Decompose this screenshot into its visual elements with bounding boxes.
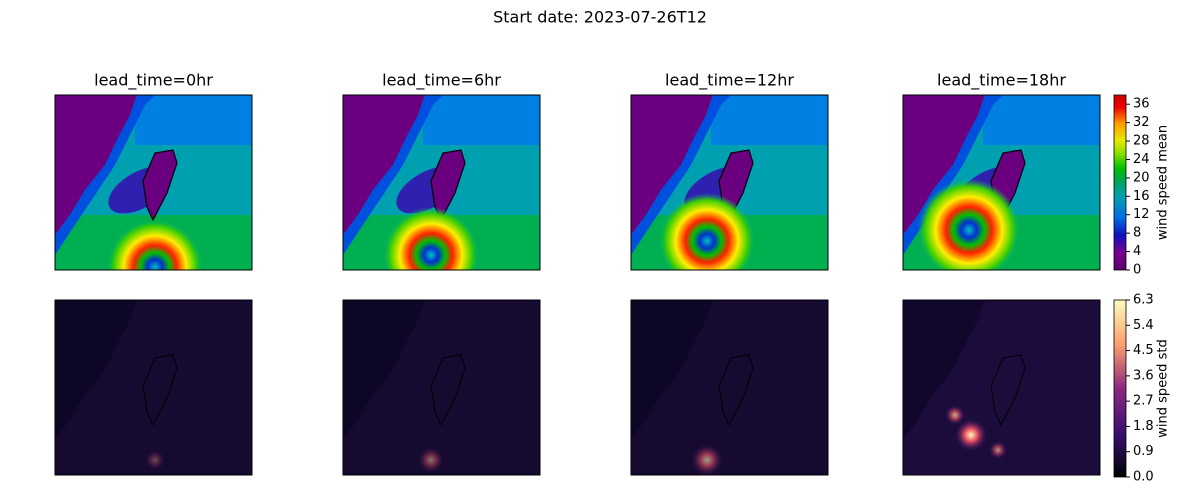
colorbar-tick-label: 1.8 (1133, 419, 1154, 434)
colorbar-tick-label: 5.4 (1133, 318, 1154, 333)
std-land (55, 300, 137, 440)
panel-frame (342, 299, 541, 476)
panel-frame (54, 299, 253, 476)
std-blob (955, 419, 987, 451)
sea-north (423, 95, 540, 145)
land (903, 95, 985, 235)
panel-title: lead_time=18hr (937, 71, 1066, 91)
colorbar-tick-label: 4 (1133, 244, 1141, 259)
taiwan (142, 149, 178, 222)
taiwan-outline (142, 354, 178, 427)
colorbar-tick-label: 4.5 (1133, 343, 1154, 358)
std-blob (989, 441, 1007, 459)
map-panel (903, 95, 1100, 270)
typhoon (917, 178, 1021, 270)
panel-frame (902, 94, 1101, 271)
std-blob (418, 447, 444, 473)
coast-band (631, 95, 731, 255)
map-panel (343, 95, 540, 270)
map-panel (55, 95, 252, 270)
land (343, 95, 425, 235)
colorbar (1113, 94, 1127, 271)
coast-band (55, 95, 155, 255)
colorbar-tick-label: 2.7 (1133, 394, 1154, 409)
panel-title: lead_time=0hr (94, 71, 213, 91)
panel-frame (630, 299, 829, 476)
sea-north (135, 95, 252, 145)
sea-north (983, 95, 1100, 145)
colorbar-tick-label: 0.0 (1133, 470, 1154, 485)
colorbar-tick-label: 28 (1133, 134, 1150, 149)
panel-frame (902, 299, 1101, 476)
figure-title: Start date: 2023-07-26T12 (493, 8, 707, 27)
colorbar-tick-label: 0.9 (1133, 444, 1154, 459)
sea-north (711, 95, 828, 145)
colorbar (1113, 299, 1127, 478)
colorbar-label: wind speed mean (1156, 125, 1171, 240)
map-panel (55, 300, 252, 475)
colorbar-tick-label: 36 (1133, 97, 1150, 112)
coast-band (343, 95, 443, 255)
std-land (631, 300, 713, 440)
taiwan-outline (430, 354, 466, 427)
taiwan-outline (718, 354, 754, 427)
colorbar-tick-label: 3.6 (1133, 368, 1154, 383)
colorbar-tick-label: 0 (1133, 263, 1141, 278)
typhoon (383, 207, 479, 270)
colorbar-label: wind speed std (1156, 339, 1171, 437)
map-panel (631, 95, 828, 270)
land (55, 95, 137, 235)
map-panel (903, 300, 1100, 475)
colorbar-tick-label: 8 (1133, 226, 1141, 241)
colorbar-tick-label: 16 (1133, 189, 1150, 204)
map-panel (343, 300, 540, 475)
typhoon (659, 193, 755, 270)
std-blob (145, 450, 165, 470)
panel-title: lead_time=12hr (665, 71, 794, 91)
taiwan (430, 149, 466, 222)
std-blob (691, 444, 723, 475)
panel-frame (342, 94, 541, 271)
land (631, 95, 713, 235)
colorbar-tick-label: 6.3 (1133, 293, 1154, 308)
typhoon (107, 219, 203, 270)
std-land (343, 300, 425, 440)
taiwan-outline (990, 354, 1026, 427)
colorbar-tick-label: 12 (1133, 207, 1150, 222)
std-land (903, 300, 985, 440)
colorbar-tick-label: 32 (1133, 115, 1150, 130)
map-panel (631, 300, 828, 475)
std-blob (945, 405, 965, 425)
panel-title: lead_time=6hr (382, 71, 501, 91)
panel-frame (54, 94, 253, 271)
panel-frame (630, 94, 829, 271)
colorbar-tick-label: 24 (1133, 152, 1150, 167)
colorbar-tick-label: 20 (1133, 170, 1150, 185)
